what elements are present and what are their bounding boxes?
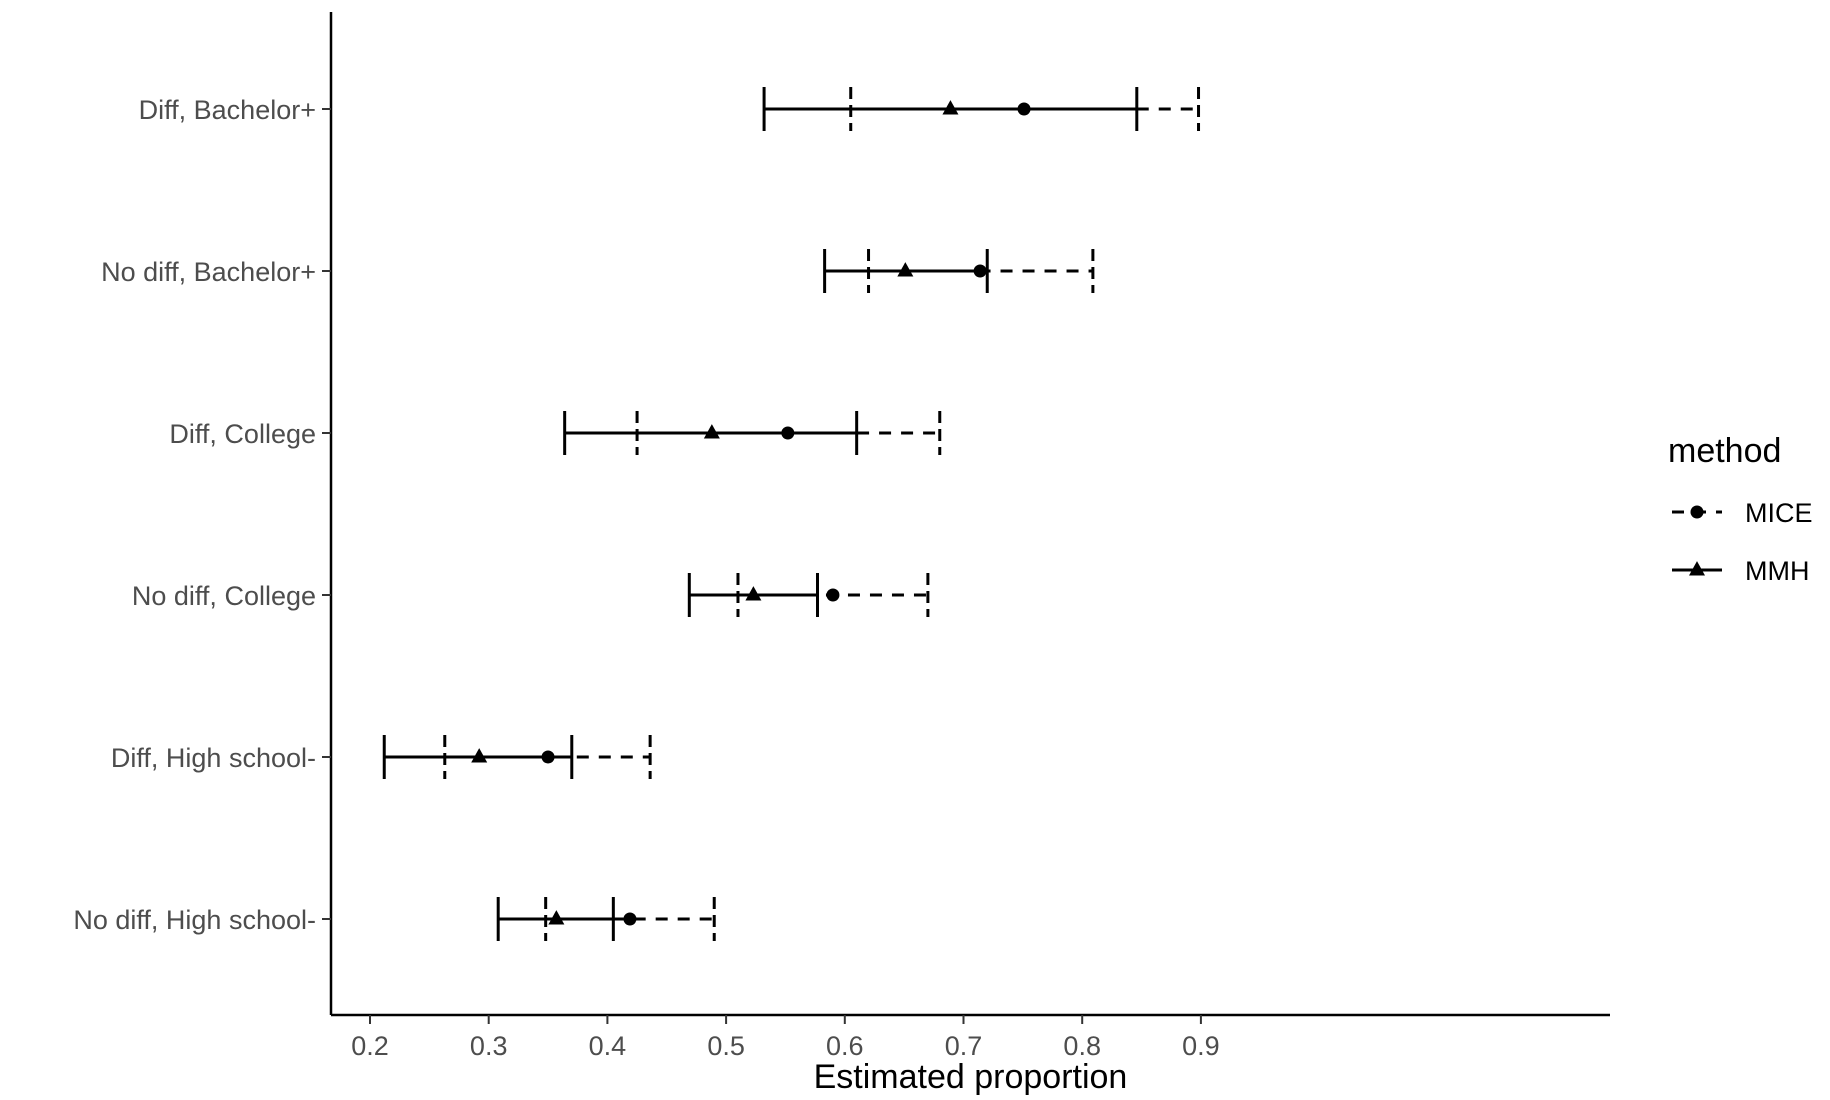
x-tick-label: 0.6	[826, 1031, 864, 1061]
y-tick-label: No diff, Bachelor+	[101, 257, 316, 287]
axes: 0.2 0.3 0.4 0.5 0.6 0.7 0.8 0.9 Diff, Bachelor+ N…	[73, 12, 1610, 1061]
x-tick-label: 0.9	[1182, 1031, 1220, 1061]
series-mmh-points	[471, 100, 959, 925]
legend-items: MICE MMH	[1672, 498, 1813, 586]
series-mice-errorbars	[443, 87, 1201, 941]
legend-key-circle	[1690, 505, 1704, 519]
x-tick-label: 0.2	[351, 1031, 389, 1061]
x-tick-label: 0.7	[945, 1031, 983, 1061]
point-estimate	[745, 586, 762, 601]
legend-label: MICE	[1745, 498, 1813, 528]
point-estimate	[703, 424, 720, 439]
error-bars	[382, 87, 1201, 941]
point-estimate	[1017, 102, 1031, 116]
legend-title: method	[1668, 432, 1781, 470]
point-estimate	[826, 588, 840, 602]
point-estimate	[973, 264, 987, 278]
x-tick-label: 0.3	[470, 1031, 508, 1061]
point-estimate	[623, 912, 637, 926]
y-tick-label: Diff, High school-	[111, 743, 316, 773]
legend-key-triangle	[1689, 561, 1705, 576]
y-tick-label: Diff, Bachelor+	[139, 95, 316, 125]
x-axis-title: Estimated proportion	[814, 1058, 1128, 1096]
legend-label: MMH	[1745, 556, 1809, 586]
series-mice-points	[541, 102, 1031, 926]
point-estimate	[548, 910, 565, 925]
x-tick-label: 0.4	[589, 1031, 627, 1061]
y-tick-label: No diff, College	[132, 581, 316, 611]
x-tick-label: 0.5	[707, 1031, 745, 1061]
y-tick-label: No diff, High school-	[73, 905, 316, 935]
legend-item-mice: MICE	[1672, 498, 1813, 528]
point-estimate	[942, 100, 959, 115]
point-estimate	[897, 262, 914, 277]
point-estimate	[541, 750, 555, 764]
point-estimate	[781, 426, 795, 440]
x-tick-label: 0.8	[1063, 1031, 1101, 1061]
legend: method MICE MMH	[1668, 432, 1813, 586]
point-estimate	[471, 748, 488, 763]
legend-item-mmh: MMH	[1672, 556, 1809, 586]
series-mmh-errorbars	[382, 87, 1139, 941]
y-tick-label: Diff, College	[169, 419, 316, 449]
